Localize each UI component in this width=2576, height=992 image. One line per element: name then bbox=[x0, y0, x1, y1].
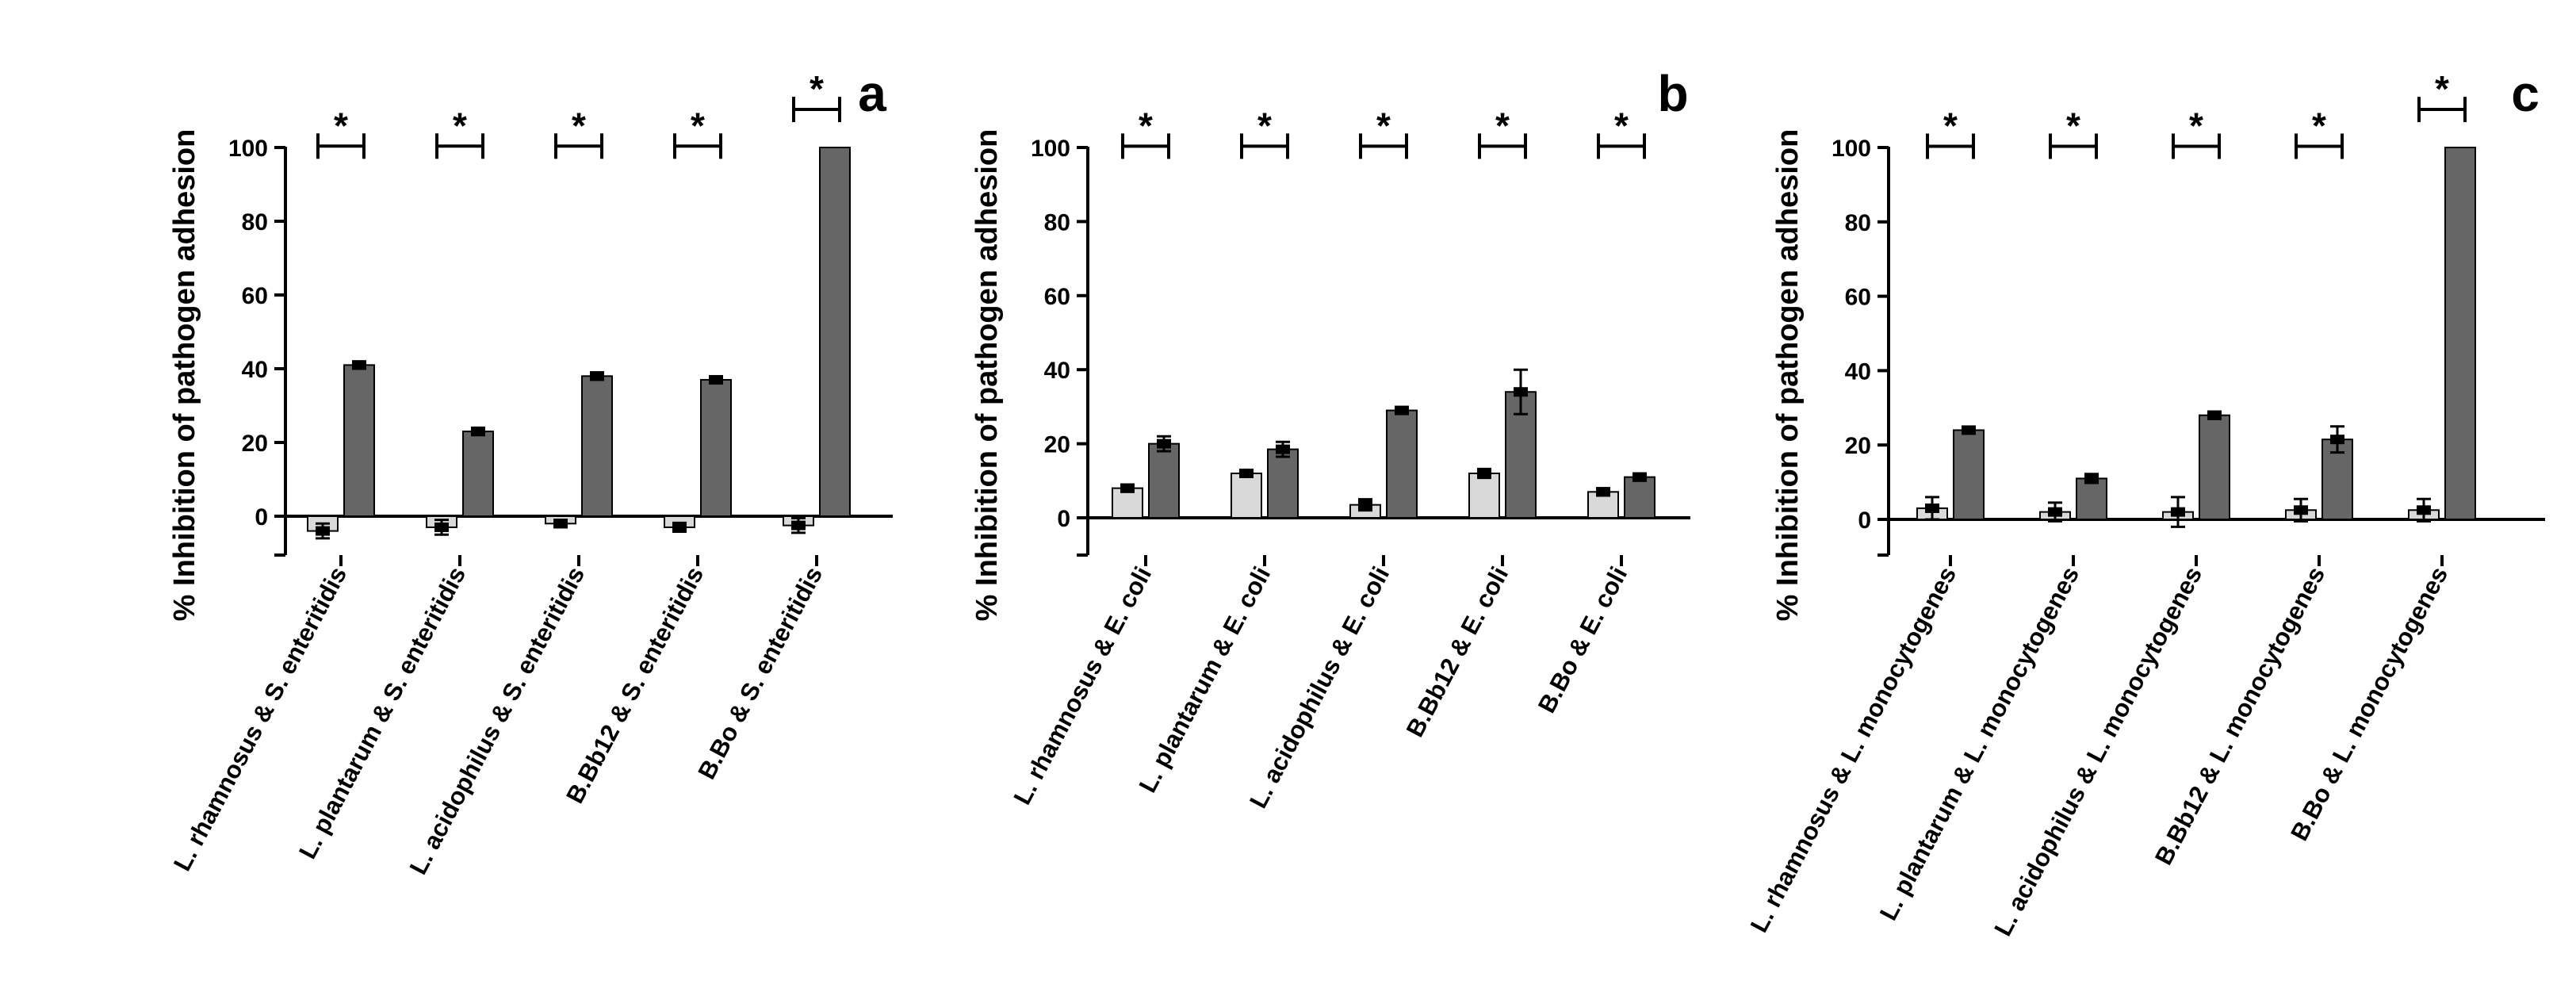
mean-marker bbox=[1925, 503, 1939, 513]
bar-light bbox=[1112, 487, 1143, 519]
significance-star: * bbox=[453, 105, 467, 146]
mean-marker bbox=[2207, 410, 2222, 420]
x-category-label: B.Bo & E. coli bbox=[1533, 562, 1632, 718]
mean-marker bbox=[2048, 507, 2062, 517]
mean-marker bbox=[553, 519, 568, 529]
y-tick-label: 0 bbox=[255, 504, 268, 530]
significance-star: * bbox=[2189, 105, 2203, 146]
mean-marker bbox=[590, 371, 604, 381]
significance-star: * bbox=[1495, 105, 1510, 146]
y-axis-label: % Inhibition of pathogen adhesion bbox=[1771, 129, 1805, 622]
significance-star: * bbox=[1257, 105, 1272, 146]
bar-dark bbox=[343, 364, 375, 517]
mean-marker bbox=[1239, 468, 1254, 478]
significance-star: * bbox=[572, 105, 586, 146]
y-tick-label: 60 bbox=[242, 283, 268, 309]
significance-star: * bbox=[1376, 105, 1391, 146]
bar-dark bbox=[581, 375, 613, 517]
bar-dark bbox=[1624, 476, 1655, 519]
mean-marker bbox=[1514, 387, 1528, 397]
bar-light bbox=[1468, 472, 1500, 519]
y-tick-label: 20 bbox=[1044, 432, 1070, 458]
y-tick-label: 100 bbox=[1031, 136, 1070, 162]
y-tick-label: 60 bbox=[1044, 284, 1070, 310]
mean-marker bbox=[1358, 500, 1372, 510]
y-tick-label: 20 bbox=[1845, 433, 1871, 459]
significance-star: * bbox=[1614, 105, 1629, 146]
mean-marker bbox=[316, 526, 330, 536]
bar-dark bbox=[1148, 442, 1180, 519]
significance-star: * bbox=[2312, 105, 2326, 146]
mean-marker bbox=[352, 360, 366, 370]
panel-letter: b bbox=[1657, 65, 1688, 122]
x-category-label: L. acidophilus & E. coli bbox=[1244, 562, 1395, 813]
y-tick-label: 100 bbox=[1832, 136, 1871, 162]
mean-marker bbox=[2330, 435, 2344, 445]
significance-star: * bbox=[810, 68, 824, 109]
y-tick-label: 40 bbox=[242, 357, 268, 383]
significance-star: * bbox=[2435, 68, 2449, 109]
y-axis-label: % Inhibition of pathogen adhesion bbox=[168, 129, 201, 622]
x-category-label: L. plantarum & L. monocytogenes bbox=[1874, 562, 2084, 925]
y-tick-label: 80 bbox=[1044, 209, 1070, 236]
bar-dark bbox=[1267, 448, 1299, 519]
bar-dark bbox=[2076, 477, 2107, 520]
mean-marker bbox=[2171, 507, 2185, 517]
mean-marker bbox=[1632, 472, 1647, 482]
chart-panel-c: 0 20 40 60 80 100 % Inhibition of pathogen adh… bbox=[1745, 65, 2545, 940]
chart-panel-b: 0 20 40 60 80 100 % Inhibition of pathogen adh… bbox=[970, 65, 1690, 813]
panel-letter: a bbox=[858, 65, 886, 122]
y-axis-label: % Inhibition of pathogen adhesion bbox=[970, 129, 1004, 622]
panel-letter: c bbox=[2511, 65, 2540, 122]
significance-star: * bbox=[1943, 105, 1958, 146]
mean-marker bbox=[1276, 444, 1290, 454]
mean-marker bbox=[1120, 483, 1135, 493]
mean-marker bbox=[672, 522, 687, 532]
bar-light bbox=[1231, 472, 1262, 519]
mean-marker bbox=[1395, 405, 1409, 416]
chart-panel-a: 0 20 40 60 80 100 % Inhibition of pathogen adh… bbox=[168, 65, 893, 879]
mean-marker bbox=[434, 522, 449, 532]
y-tick-label: 0 bbox=[1858, 507, 1871, 534]
x-category-label: B.Bb12 & S. enteritidis bbox=[561, 562, 709, 808]
y-tick-label: 40 bbox=[1044, 358, 1070, 384]
mean-marker bbox=[2294, 505, 2308, 515]
x-category-label: B.Bb12 & E. coli bbox=[1401, 562, 1514, 741]
x-category-label: L. acidophilus & L. monocytogenes bbox=[1988, 562, 2207, 940]
significance-star: * bbox=[1139, 105, 1153, 146]
y-tick-label: 20 bbox=[242, 431, 268, 457]
x-category-label: B.Bo & S. enteritidis bbox=[692, 562, 828, 784]
y-tick-label: 80 bbox=[242, 209, 268, 236]
mean-marker bbox=[471, 427, 485, 437]
bar-dark bbox=[462, 431, 494, 517]
significance-star: * bbox=[691, 105, 705, 146]
mean-marker bbox=[1596, 487, 1610, 497]
y-tick-label: 40 bbox=[1845, 358, 1871, 385]
significance-star: * bbox=[334, 105, 348, 146]
y-tick-label: 60 bbox=[1845, 285, 1871, 311]
x-category-label: L. rhamnosus & E. coli bbox=[1008, 562, 1157, 810]
y-tick-label: 80 bbox=[1845, 210, 1871, 236]
bar-dark bbox=[819, 147, 851, 517]
bar-dark bbox=[700, 378, 732, 518]
significance-star: * bbox=[2066, 105, 2080, 146]
mean-marker bbox=[709, 374, 723, 385]
bar-dark bbox=[2199, 414, 2230, 520]
mean-marker bbox=[1962, 425, 1976, 435]
mean-marker bbox=[2417, 505, 2431, 515]
mean-marker bbox=[1157, 439, 1171, 449]
bar-dark bbox=[2444, 147, 2476, 520]
bar-dark bbox=[1386, 409, 1418, 519]
y-tick-label: 100 bbox=[228, 136, 268, 162]
bar-dark bbox=[1953, 429, 1985, 520]
mean-marker bbox=[791, 520, 806, 530]
x-category-label: L. plantarum & E. coli bbox=[1133, 562, 1276, 797]
mean-marker bbox=[2084, 473, 2099, 484]
mean-marker bbox=[1477, 468, 1491, 478]
y-tick-label: 0 bbox=[1057, 506, 1070, 532]
